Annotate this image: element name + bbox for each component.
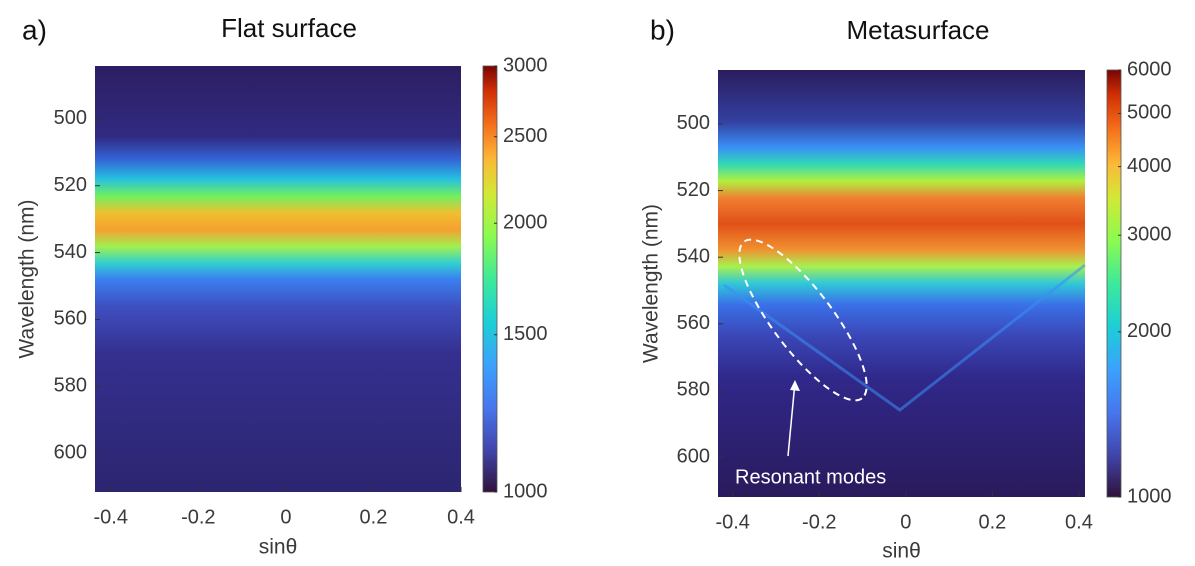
colorbar-tick-label: 6000 xyxy=(1127,58,1172,80)
y-tick-label: 540 xyxy=(54,241,87,263)
y-axis-label: Wavelength (nm) xyxy=(640,204,663,363)
panel-label: a) xyxy=(22,14,47,45)
y-tick-label: 500 xyxy=(54,107,87,129)
colorbar-tick-label: 1000 xyxy=(1127,485,1172,507)
colorbar-tick-label: 1000 xyxy=(503,480,548,502)
colorbar-tick-label: 2000 xyxy=(1127,320,1172,342)
x-tick-label: 0 xyxy=(900,511,911,533)
highlight-ellipse xyxy=(738,238,868,402)
y-tick-label: 560 xyxy=(54,308,87,330)
y-tick-label: 600 xyxy=(54,441,87,463)
colorbar-tick-label: 2500 xyxy=(503,125,548,147)
colorbar xyxy=(1106,69,1122,498)
colorbar-tick-label: 1500 xyxy=(503,323,548,345)
arrow-head xyxy=(790,380,800,391)
x-tick-label: -0.4 xyxy=(94,506,128,528)
y-tick-label: 580 xyxy=(54,375,87,397)
y-axis-label: Wavelength (nm) xyxy=(16,199,39,358)
x-tick-label: 0 xyxy=(280,506,291,528)
annotation-arrow xyxy=(787,381,796,457)
colorbar-tick-label: 5000 xyxy=(1127,102,1172,124)
colorbar xyxy=(482,65,498,493)
y-tick-label: 520 xyxy=(54,174,87,196)
y-tick-label: 600 xyxy=(677,445,710,467)
colorbar-tick-label: 3000 xyxy=(503,54,548,76)
x-tick-label: 0.4 xyxy=(1065,511,1093,533)
heatmap-image xyxy=(718,70,1085,497)
colorbar-tick-label: 3000 xyxy=(1127,223,1172,245)
panel-label: b) xyxy=(650,14,675,45)
x-tick-label: 0.2 xyxy=(360,506,388,528)
x-axis-label: sinθ xyxy=(882,540,921,563)
x-tick-label: -0.2 xyxy=(802,511,836,533)
colorbar-tick-label: 2000 xyxy=(503,212,548,234)
x-tick-label: -0.4 xyxy=(715,511,749,533)
annotation: Resonant modes xyxy=(735,466,886,488)
x-axis-label: sinθ xyxy=(259,536,298,559)
panel-title: Metasurface xyxy=(846,15,989,45)
panel-title: Flat surface xyxy=(221,13,357,43)
heatmap-image xyxy=(95,66,461,492)
x-tick-label: -0.2 xyxy=(181,506,215,528)
y-tick-label: 560 xyxy=(677,312,710,334)
y-tick-label: 520 xyxy=(677,179,710,201)
x-tick-label: 0.4 xyxy=(447,506,475,528)
y-tick-label: 540 xyxy=(677,245,710,267)
x-tick-label: 0.2 xyxy=(978,511,1006,533)
y-tick-label: 580 xyxy=(677,379,710,401)
mode-lines xyxy=(723,263,1086,412)
colorbar-tick-label: 4000 xyxy=(1127,155,1172,177)
y-tick-label: 500 xyxy=(677,112,710,134)
